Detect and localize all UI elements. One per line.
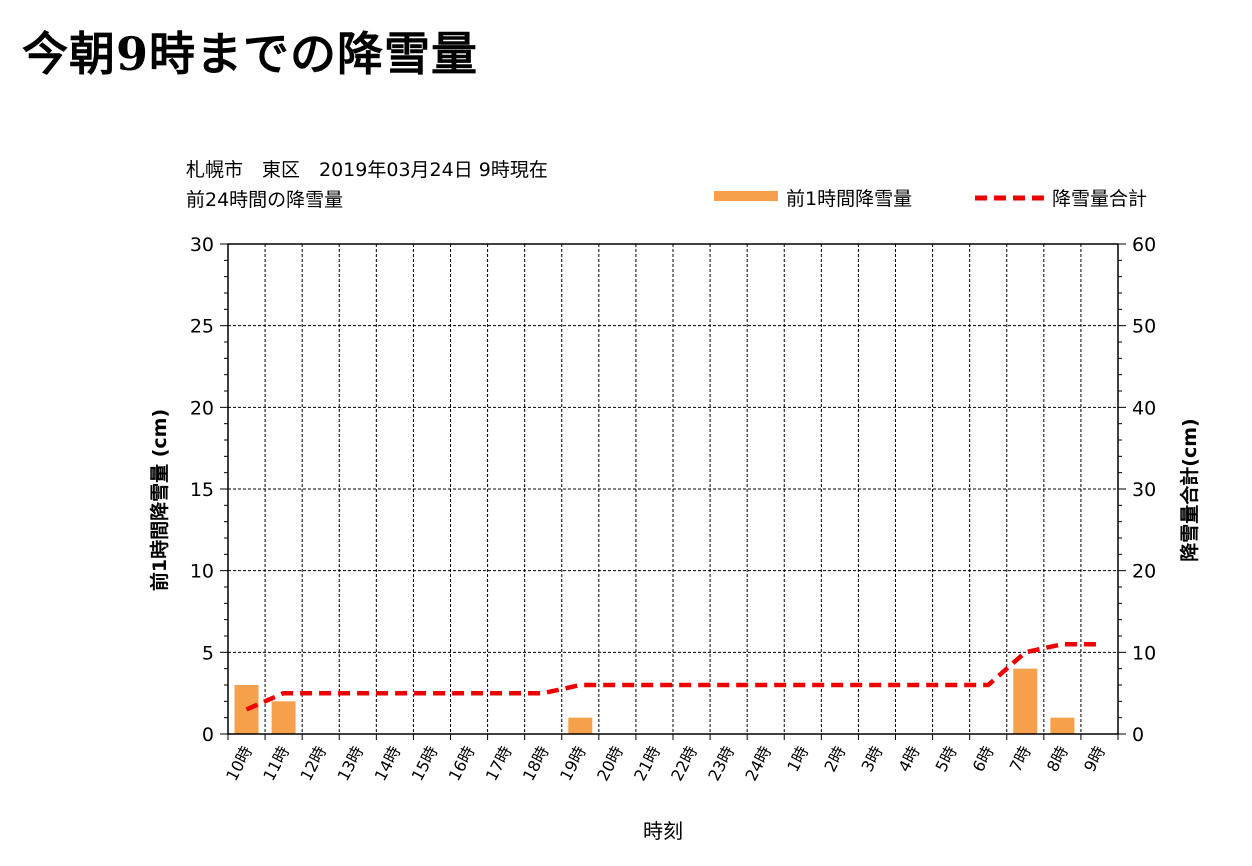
- x-tick-label: 24時: [741, 743, 775, 784]
- bars: [234, 668, 1075, 734]
- y2-tick-label: 60: [1132, 234, 1156, 256]
- x-tick-label: 16時: [445, 743, 479, 784]
- x-tick-label: 11時: [259, 743, 293, 784]
- grid: [228, 244, 1118, 734]
- y2-tick-label: 20: [1132, 561, 1156, 583]
- x-tick-label: 7時: [1006, 743, 1035, 775]
- bar-19時: [568, 717, 593, 734]
- axes: [220, 243, 1126, 740]
- legend-bar-swatch: [714, 191, 778, 201]
- y2-tick-label: 40: [1132, 397, 1156, 419]
- page-title: 今朝9時までの降雪量: [22, 27, 479, 81]
- y-tick-label: 5: [202, 642, 214, 664]
- y2-tick-label: 50: [1132, 316, 1156, 338]
- x-tick-label: 1時: [783, 743, 812, 775]
- x-tick-label: 6時: [969, 743, 998, 775]
- x-tick-label: 10時: [222, 743, 256, 784]
- y-tick-label: 10: [190, 561, 214, 583]
- legend-bar-label: 前1時間降雪量: [786, 188, 912, 210]
- x-tick-label: 13時: [333, 743, 367, 784]
- x-tick-label: 2時: [820, 743, 849, 775]
- y2-tick-label: 10: [1132, 642, 1156, 664]
- x-tick-label: 8時: [1043, 743, 1072, 775]
- x-tick-label: 4時: [894, 743, 923, 775]
- y-tick-label: 15: [190, 479, 214, 501]
- x-tick-label: 18時: [519, 743, 553, 784]
- x-tick-label: 14時: [371, 743, 405, 784]
- x-tick-label: 20時: [593, 743, 627, 784]
- x-tick-label: 22時: [667, 743, 701, 784]
- x-tick-label: 9時: [1080, 743, 1109, 775]
- x-tick-label: 5時: [932, 743, 961, 775]
- y-tick-label: 0: [202, 724, 214, 746]
- x-axis-title: 時刻: [643, 819, 683, 843]
- bar-8時: [1050, 717, 1075, 734]
- x-tick-label: 19時: [556, 743, 590, 784]
- bar-7時: [1013, 668, 1038, 734]
- legend-line-label: 降雪量合計: [1052, 188, 1147, 210]
- legend: 前1時間降雪量 降雪量合計: [714, 188, 1147, 210]
- y-tick-label: 30: [190, 234, 214, 256]
- x-tick-label: 15時: [408, 743, 442, 784]
- chart-header-location: 札幌市 東区 2019年03月24日 9時現在: [186, 159, 548, 181]
- chart-header-period: 前24時間の降雪量: [186, 189, 343, 211]
- x-tick-label: 17時: [482, 743, 516, 784]
- x-tick-label: 12時: [296, 743, 330, 784]
- y2-tick-label: 0: [1132, 724, 1144, 746]
- x-tick-label: 23時: [704, 743, 738, 784]
- y-tick-label: 25: [190, 316, 214, 338]
- x-tick-label: 21時: [630, 743, 664, 784]
- x-tick-label: 3時: [857, 743, 886, 775]
- bar-11時: [271, 701, 296, 734]
- y2-axis-title: 降雪量合計(cm): [1178, 418, 1201, 561]
- y-axis-title: 前1時間降雪量 (cm): [148, 409, 171, 591]
- y2-tick-label: 30: [1132, 479, 1156, 501]
- y-tick-label: 20: [190, 397, 214, 419]
